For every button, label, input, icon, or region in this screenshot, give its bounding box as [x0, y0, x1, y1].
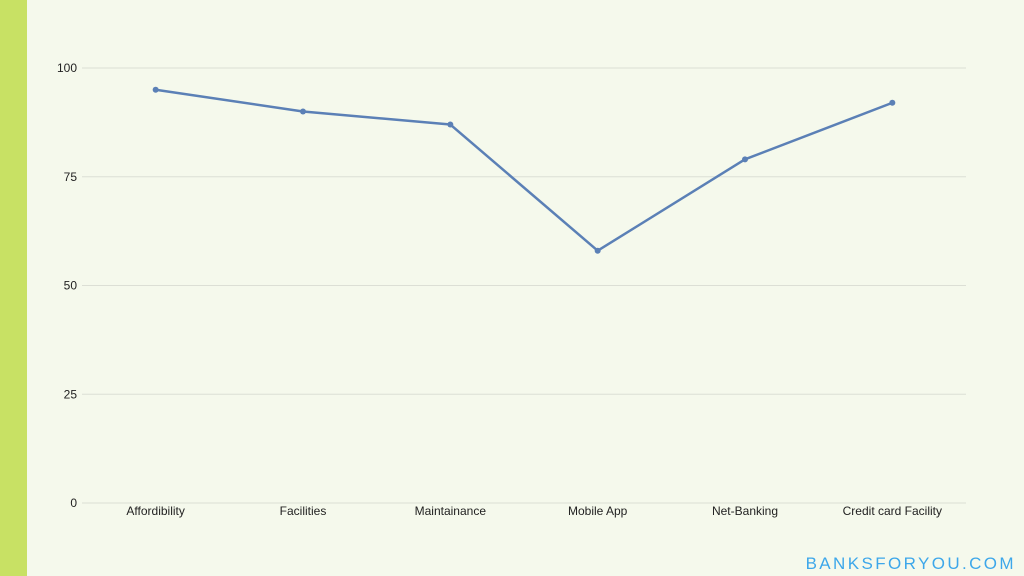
data-point	[152, 86, 159, 93]
series-line	[155, 88, 893, 252]
watermark-text: BANKSFORYOU.COM	[805, 554, 1016, 573]
x-tick-label: Facilities	[280, 504, 327, 518]
data-point	[594, 247, 601, 254]
x-axis-ticks: Affordibility Facilities Maintainance Mobil…	[126, 504, 942, 518]
series-group	[152, 86, 896, 254]
y-tick-label: 25	[64, 387, 78, 401]
y-tick-label: 0	[70, 496, 77, 510]
data-point	[447, 121, 454, 128]
data-point	[300, 108, 306, 115]
x-tick-label: Affordibility	[126, 504, 184, 518]
y-tick-label: 100	[57, 61, 77, 75]
x-tick-label: Maintainance	[415, 504, 487, 518]
y-tick-label: 50	[64, 279, 78, 293]
y-axis-ticks: 0 25 50 75 100	[57, 61, 77, 510]
accent-side-bar	[0, 0, 27, 576]
y-tick-label: 75	[64, 170, 78, 184]
data-point	[742, 156, 748, 163]
gridlines	[82, 67, 966, 504]
x-tick-label: Mobile App	[568, 504, 628, 518]
x-tick-label: Net-Banking	[712, 504, 778, 518]
x-tick-label: Credit card Facility	[843, 504, 942, 518]
data-point	[889, 99, 896, 106]
